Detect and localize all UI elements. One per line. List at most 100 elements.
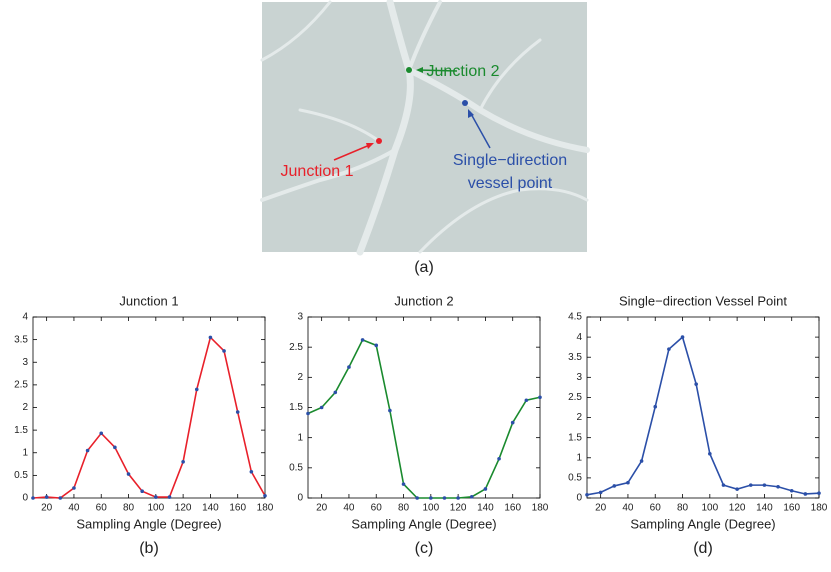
x-tick-label: 120 bbox=[729, 503, 746, 514]
y-tick-label: 2.5 bbox=[568, 392, 582, 403]
x-tick-label: 160 bbox=[504, 503, 521, 514]
point bbox=[306, 411, 310, 416]
x-tick-label: 60 bbox=[650, 503, 662, 514]
point bbox=[762, 483, 767, 487]
point bbox=[817, 491, 821, 495]
x-axis-label: Sampling Angle (Degree) bbox=[630, 516, 775, 531]
y-tick-label: 3 bbox=[576, 372, 582, 383]
annotation-text: Junction 2 bbox=[427, 63, 500, 80]
annotation-text: Single−direction bbox=[453, 152, 567, 169]
junction-1-point bbox=[376, 138, 382, 144]
chart-title: Junction 2 bbox=[394, 293, 453, 308]
point bbox=[58, 496, 63, 500]
point bbox=[429, 496, 433, 500]
point bbox=[360, 338, 365, 342]
point bbox=[85, 448, 90, 453]
point bbox=[803, 492, 808, 496]
y-tick-label: 1 bbox=[22, 447, 28, 458]
caption: (d) bbox=[693, 540, 713, 557]
arrow bbox=[417, 69, 458, 72]
caption: (a) bbox=[414, 259, 434, 276]
junction-2-point bbox=[406, 67, 412, 73]
x-tick-label: 20 bbox=[316, 503, 328, 514]
point bbox=[694, 382, 698, 386]
point bbox=[167, 495, 172, 499]
y-tick-label: 3.5 bbox=[568, 352, 582, 363]
point bbox=[626, 480, 630, 485]
y-tick-label: 0 bbox=[576, 493, 582, 504]
plot-frame bbox=[307, 316, 541, 499]
point bbox=[680, 335, 685, 339]
point bbox=[612, 484, 617, 488]
point bbox=[776, 484, 780, 489]
point bbox=[442, 496, 447, 500]
point bbox=[708, 451, 712, 456]
x-tick-label: 40 bbox=[622, 503, 634, 514]
point bbox=[263, 493, 267, 498]
x-tick-label: 140 bbox=[202, 503, 219, 514]
point bbox=[154, 495, 158, 499]
point bbox=[113, 445, 117, 450]
x-axis-label: Sampling Angle (Degree) bbox=[76, 516, 221, 531]
chart: Junction 1 Sampling Angle (Degree) (b) 0 0.5… bbox=[14, 293, 274, 557]
x-tick-label: 180 bbox=[811, 503, 828, 514]
y-tick-label: 2.5 bbox=[289, 342, 303, 353]
y-tick-label: 1 bbox=[297, 432, 303, 443]
point bbox=[194, 387, 199, 392]
point bbox=[667, 347, 671, 351]
chart-title: Junction 1 bbox=[119, 293, 178, 308]
y-tick-label: 0 bbox=[297, 493, 303, 504]
point bbox=[497, 456, 501, 461]
point bbox=[721, 483, 726, 487]
point bbox=[99, 431, 104, 436]
point bbox=[249, 469, 254, 474]
series-line bbox=[307, 338, 541, 499]
point bbox=[639, 459, 644, 463]
x-tick-label: 120 bbox=[450, 503, 467, 514]
y-tick-label: 0.5 bbox=[289, 462, 303, 473]
x-tick-label: 180 bbox=[257, 503, 274, 514]
x-axis-label: Sampling Angle (Degree) bbox=[351, 516, 496, 531]
y-tick-label: 2.5 bbox=[14, 380, 28, 391]
chart: Junction 2 Sampling Angle (Degree) (c) 0 0.5… bbox=[289, 293, 549, 557]
point bbox=[401, 482, 406, 486]
caption: (c) bbox=[415, 540, 434, 557]
point bbox=[208, 335, 213, 340]
x-tick-label: 20 bbox=[41, 503, 53, 514]
y-tick-label: 1.5 bbox=[14, 425, 28, 436]
point bbox=[748, 483, 753, 487]
x-tick-label: 60 bbox=[96, 503, 108, 514]
x-tick-label: 40 bbox=[343, 503, 355, 514]
series-line bbox=[586, 335, 820, 496]
x-tick-label: 40 bbox=[68, 503, 80, 514]
arrow bbox=[469, 111, 491, 149]
point bbox=[235, 410, 240, 414]
point bbox=[789, 488, 794, 493]
x-tick-label: 140 bbox=[477, 503, 494, 514]
y-tick-label: 1.5 bbox=[289, 402, 303, 413]
y-tick-label: 3.5 bbox=[14, 334, 28, 345]
point bbox=[181, 460, 185, 464]
fundus-image bbox=[260, 0, 590, 256]
x-tick-label: 60 bbox=[371, 503, 383, 514]
y-tick-label: 4.5 bbox=[568, 312, 582, 323]
x-tick-label: 160 bbox=[229, 503, 246, 514]
x-tick-label: 100 bbox=[701, 503, 718, 514]
x-tick-label: 120 bbox=[175, 503, 192, 514]
point bbox=[126, 472, 131, 476]
y-tick-label: 1 bbox=[576, 452, 582, 463]
x-tick-label: 100 bbox=[147, 503, 164, 514]
point bbox=[222, 349, 226, 353]
y-tick-label: 4 bbox=[22, 312, 28, 323]
x-tick-label: 180 bbox=[532, 503, 549, 514]
arrow-head bbox=[366, 143, 374, 149]
x-tick-label: 80 bbox=[123, 503, 135, 514]
point bbox=[388, 408, 392, 413]
point bbox=[538, 395, 542, 400]
point bbox=[585, 492, 589, 497]
y-tick-label: 3 bbox=[297, 312, 303, 323]
point bbox=[524, 398, 529, 403]
y-tick-label: 2 bbox=[22, 402, 28, 413]
vessel-point bbox=[462, 100, 468, 106]
